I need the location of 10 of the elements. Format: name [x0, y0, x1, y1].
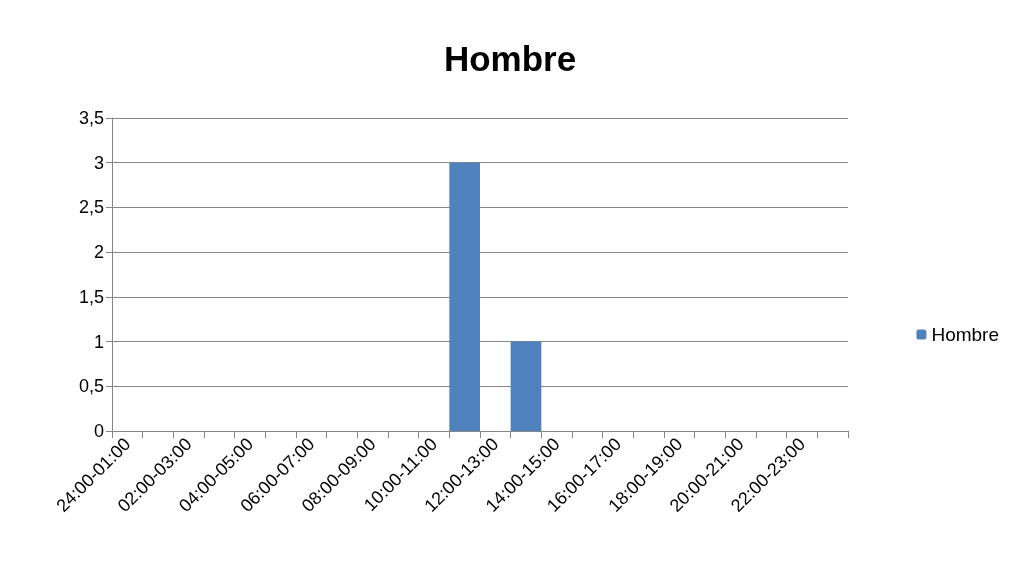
- y-tick-label: 2: [93, 242, 104, 263]
- y-tick-label: 1: [93, 331, 104, 352]
- legend-label: Hombre: [931, 324, 999, 345]
- y-tick-label: 3: [93, 152, 104, 173]
- chart-title: Hombre: [443, 39, 577, 78]
- y-tick-label: 1,5: [78, 286, 104, 307]
- y-tick-label: 2,5: [78, 197, 104, 218]
- y-tick-label: 0,5: [78, 376, 104, 397]
- y-tick-label: 3,5: [78, 108, 104, 128]
- y-tick-label: 0: [93, 421, 104, 441]
